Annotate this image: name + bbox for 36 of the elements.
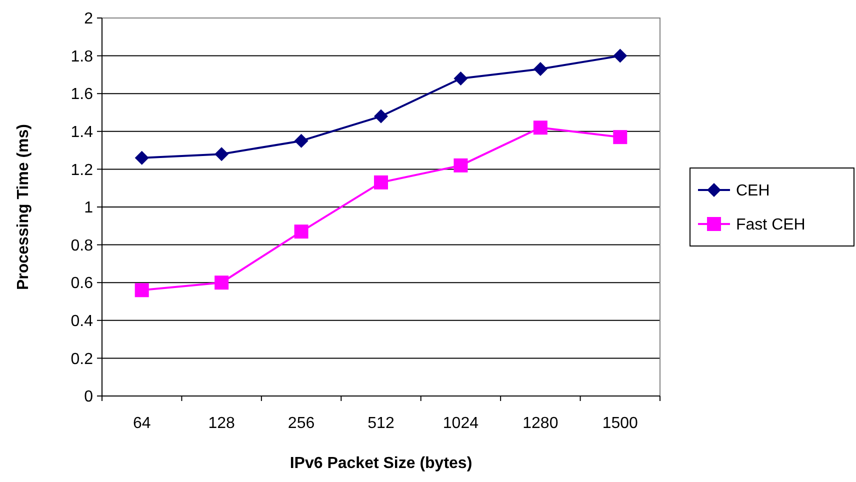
x-tick-label: 1280 <box>522 415 558 432</box>
x-tick-label: 512 <box>368 415 394 432</box>
x-axis-title: IPv6 Packet Size (bytes) <box>290 455 472 472</box>
point <box>134 150 149 165</box>
point <box>454 71 468 86</box>
y-tick-label: 0.4 <box>70 313 94 330</box>
legend-label: Fast CEH <box>736 216 806 234</box>
y-tick-label: 2 <box>84 10 94 28</box>
x-tick-label: 1024 <box>442 415 479 432</box>
point <box>454 158 468 172</box>
y-tick-label: 0.2 <box>70 350 94 368</box>
y-axis-title: Processing Time (ms) <box>15 124 32 290</box>
y-tick-label: 1 <box>84 200 94 217</box>
y-tick-label: 1.8 <box>70 48 94 66</box>
point <box>214 147 229 162</box>
point <box>294 224 308 239</box>
point <box>613 130 628 144</box>
x-tick-label: 128 <box>208 415 236 432</box>
point <box>134 283 149 298</box>
legend-label: CEH <box>736 182 770 200</box>
x-tick-label: 1500 <box>602 415 638 432</box>
x-tick-label: 256 <box>288 415 315 432</box>
y-tick-label: 0.8 <box>70 237 94 254</box>
point <box>294 134 308 148</box>
y-tick-label: 1.6 <box>70 86 94 104</box>
y-tick-label: 0 <box>84 388 94 406</box>
point <box>533 120 548 135</box>
y-tick-label: 1.4 <box>70 124 94 141</box>
point <box>214 276 229 290</box>
point <box>613 48 628 63</box>
y-tick-label: 1.2 <box>70 162 94 179</box>
point <box>533 62 548 76</box>
point <box>374 175 388 190</box>
x-tick-label: 64 <box>132 415 151 432</box>
y-tick-label: 0.6 <box>70 275 94 292</box>
point <box>374 109 388 124</box>
